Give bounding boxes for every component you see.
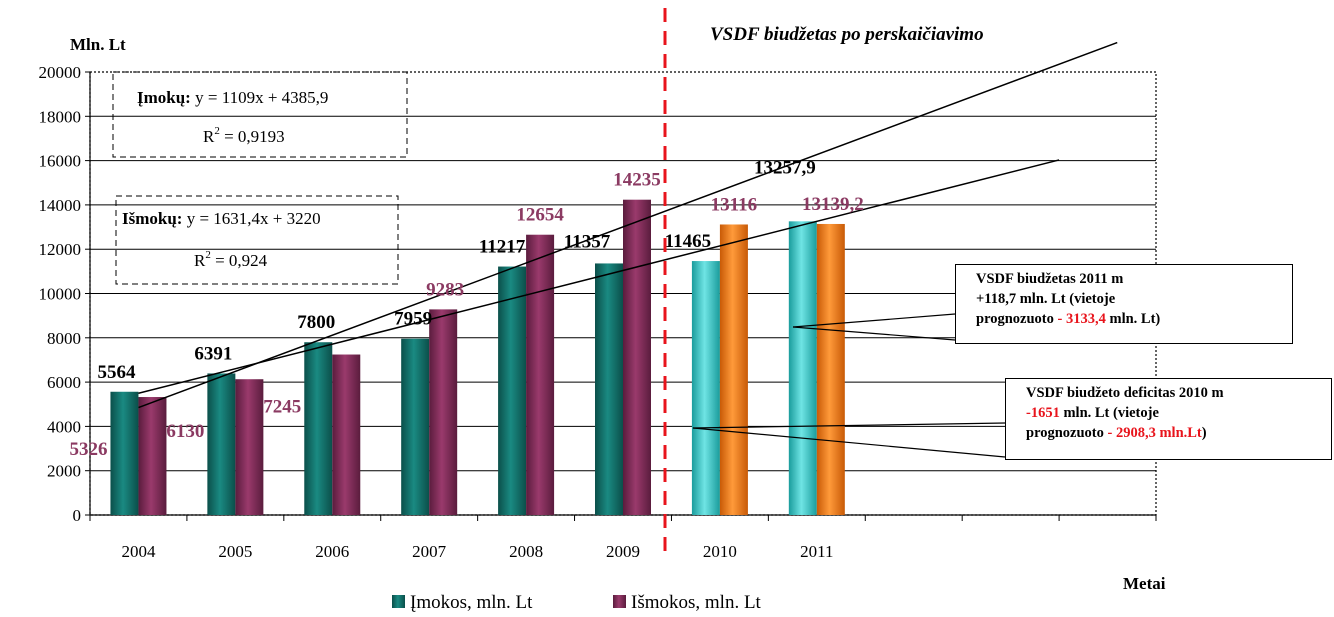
callout-2011-budget: VSDF biudžetas 2011 m +118,7 mln. Lt (vi… (955, 264, 1293, 344)
bar-imokos-2010 (691, 261, 720, 515)
x-tick-label: 2008 (509, 542, 543, 561)
trend-label-imokos: Įmokų: (137, 88, 191, 107)
bar-imokos-2008 (498, 266, 527, 515)
y-tick-label: 20000 (39, 63, 82, 82)
legend: Įmokos, mln. Lt Išmokos, mln. Lt (392, 592, 762, 613)
y-tick-label: 2000 (47, 462, 81, 481)
bar-imokos-2009 (595, 263, 623, 515)
svg-text:Įmokų: y = 1109x + 4385,9: Įmokų: y = 1109x + 4385,9 (137, 88, 328, 107)
y-axis-title: Mln. Lt (70, 35, 126, 54)
legend-label-ismokos: Išmokos, mln. Lt (631, 592, 762, 613)
legend-label-imokos: Įmokos, mln. Lt (410, 592, 533, 613)
bar-imokos-2011 (788, 221, 817, 515)
x-tick-label: 2007 (412, 542, 447, 561)
data-label-imokos-2004: 5564 (97, 362, 136, 383)
bar-ismokos-2008 (526, 234, 555, 515)
data-label-ismokos-2009: 14235 (613, 170, 661, 191)
bar-ismokos-2009 (623, 199, 651, 515)
y-tick-label: 12000 (39, 240, 82, 259)
data-label-ismokos-2005: 6130 (166, 421, 204, 442)
bar-imokos-2004 (110, 391, 139, 515)
y-tick-label: 10000 (39, 285, 82, 304)
callout-2010-pointer (692, 422, 1006, 429)
data-label-ismokos-2007: 9283 (426, 279, 464, 300)
x-tick-label: 2004 (121, 542, 156, 561)
data-label-imokos-2006: 7800 (297, 312, 335, 333)
callout-2010-deficit: VSDF biudžeto deficitas 2010 m -1651 mln… (1005, 378, 1332, 460)
callout-2010-pointer-b (692, 427, 1006, 458)
bar-ismokos-2010 (719, 224, 748, 516)
trendline-ismokos (138, 41, 1118, 409)
bar-imokos-2006 (304, 342, 333, 515)
callout-2011-pointer-b (792, 326, 956, 341)
x-axis-title: Metai (1123, 574, 1166, 593)
trend-label-ismokos: Išmokų: (122, 209, 182, 228)
data-label-imokos-2008: 11217 (479, 237, 526, 258)
svg-text:R2 = 0,924: R2 = 0,924 (194, 249, 268, 270)
trendlines (138, 41, 1118, 409)
legend-swatch-ismokos (613, 595, 626, 608)
x-tick-label: 2006 (315, 542, 349, 561)
recalc-subtitle: VSDF biudžetas po perskaičiavimo (710, 24, 984, 45)
bars (110, 199, 845, 516)
data-labels: 5564 5326 6391 6130 7800 7245 7959 9283 11217 126… (69, 157, 863, 460)
svg-text:R2 = 0,9193: R2 = 0,9193 (203, 125, 285, 146)
data-label-imokos-2010: 11465 (665, 231, 711, 252)
trend-equation-imokos: Įmokų: y = 1109x + 4385,9 R2 = 0,9193 (112, 71, 408, 158)
bar-ismokos-2011 (816, 223, 845, 515)
x-tick-label: 2010 (703, 542, 737, 561)
bar-ismokos-2006 (332, 354, 361, 515)
data-label-ismokos-2010: 13116 (711, 194, 757, 215)
y-tick-label: 6000 (47, 373, 81, 392)
trendline-imokos (138, 159, 1060, 395)
bar-imokos-2005 (207, 373, 236, 515)
data-label-ismokos-2008: 12654 (516, 205, 564, 226)
bar-ismokos-2004 (138, 397, 167, 515)
trend-equation-text-imokos: y = 1109x + 4385,9 (195, 88, 328, 107)
trend-equation-text-ismokos: y = 1631,4x + 3220 (187, 209, 321, 228)
x-tick-label: 2005 (218, 542, 252, 561)
data-label-ismokos-2006: 7245 (263, 397, 301, 418)
x-tick-label: 2011 (800, 542, 833, 561)
data-label-ismokos-2011: 13139,2 (802, 194, 864, 215)
x-tick-label: 2009 (606, 542, 640, 561)
y-tick-label: 0 (73, 506, 82, 525)
bar-ismokos-2005 (235, 379, 264, 515)
bar-ismokos-2007 (429, 309, 458, 515)
data-label-imokos-2007: 7959 (394, 309, 432, 330)
callout-2011-pointer (792, 313, 956, 328)
y-tick-label: 4000 (47, 417, 81, 436)
legend-swatch-imokos (392, 595, 405, 608)
y-tick-label: 18000 (39, 107, 82, 126)
trend-equation-ismokos: Išmokų: y = 1631,4x + 3220 R2 = 0,924 (115, 195, 399, 285)
bar-imokos-2007 (401, 338, 430, 515)
svg-text:Išmokų: y = 1631,4x + 3220: Išmokų: y = 1631,4x + 3220 (122, 209, 321, 228)
y-tick-label: 8000 (47, 329, 81, 348)
data-label-imokos-2005: 6391 (194, 343, 232, 364)
y-tick-label: 16000 (39, 152, 82, 171)
data-label-imokos-2011: 13257,9 (754, 157, 816, 178)
data-label-ismokos-2004: 5326 (69, 439, 107, 460)
y-tick-label: 14000 (39, 196, 82, 215)
y-axis: 0 2000 4000 6000 8000 10000 12000 14000 16000 180… (39, 63, 91, 525)
x-axis: 2004 2005 2006 2007 2008 2009 2010 2011 (89, 514, 1157, 561)
data-label-imokos-2009: 11357 (564, 231, 611, 252)
